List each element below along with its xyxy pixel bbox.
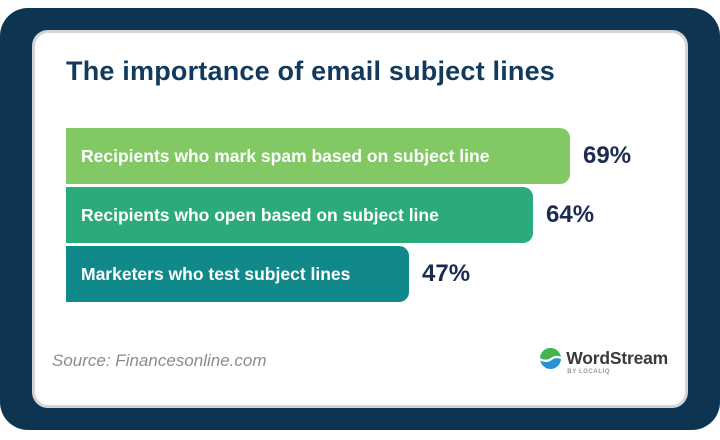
bar-row: Recipients who open based on subject lin…: [66, 187, 680, 243]
source-attribution: Source: Financesonline.com: [52, 351, 267, 370]
bar-row: Marketers who test subject lines 47%: [66, 246, 680, 302]
chart-title: The importance of email subject lines: [66, 56, 556, 86]
bar-label: Marketers who test subject lines: [81, 263, 351, 284]
wordstream-icon-wave: [540, 355, 562, 362]
bar-value: 69%: [583, 142, 632, 169]
bar-value: 47%: [422, 260, 471, 287]
bar-label: Recipients who mark spam based on subjec…: [81, 145, 490, 166]
wordstream-wave-circle-icon: [540, 348, 562, 369]
bar-test: Marketers who test subject lines: [66, 246, 409, 302]
bar-value: 64%: [546, 201, 595, 228]
wordstream-wordmark: WordStream: [566, 348, 668, 368]
wordstream-icon-top: [540, 348, 562, 360]
bar-chart: Recipients who mark spam based on subjec…: [66, 128, 680, 305]
bar-row: Recipients who mark spam based on subjec…: [66, 128, 680, 184]
bar-open: Recipients who open based on subject lin…: [66, 187, 533, 243]
bar-spam: Recipients who mark spam based on subjec…: [66, 128, 570, 184]
wordstream-logo: WordStream by LOCALIQ: [540, 348, 668, 375]
localiq-byline: by LOCALIQ: [567, 369, 611, 375]
bar-label: Recipients who open based on subject lin…: [81, 204, 439, 225]
